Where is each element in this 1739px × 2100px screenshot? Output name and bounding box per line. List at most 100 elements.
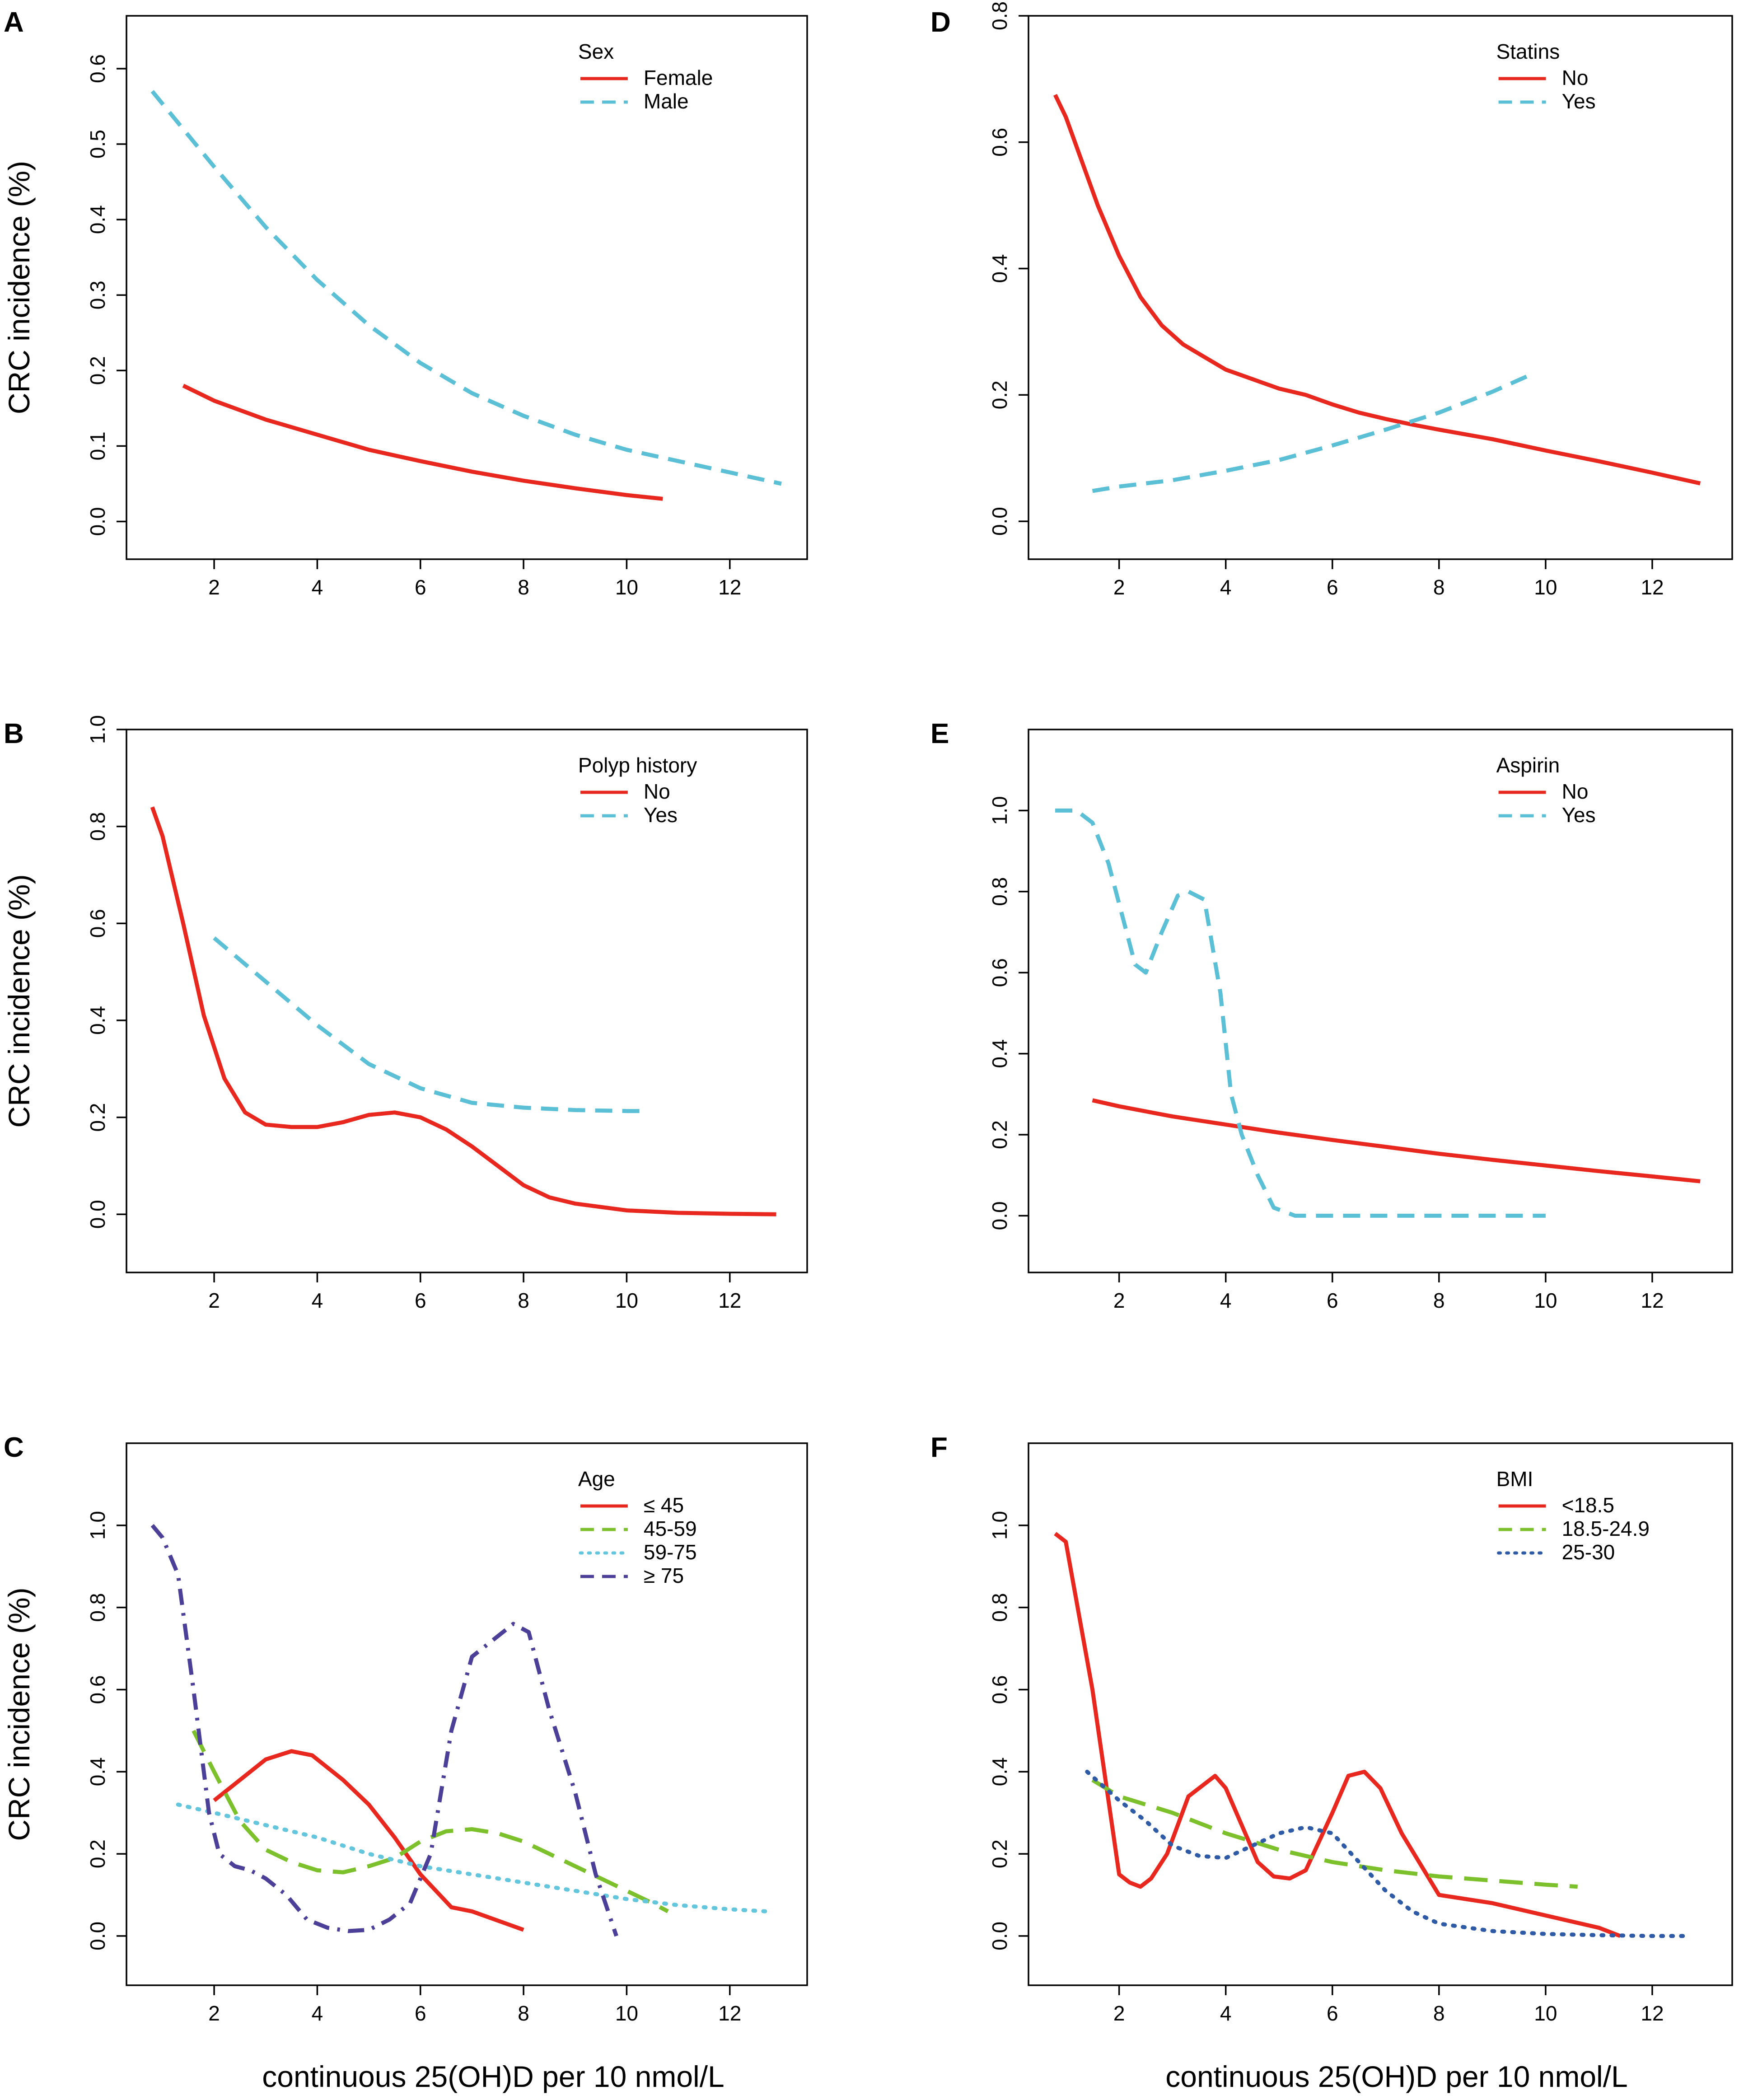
series-line	[150, 806, 776, 1216]
series-line	[150, 90, 782, 486]
legend-label: Female	[644, 66, 713, 89]
legend-label: No	[644, 780, 670, 803]
legend-label: 45-59	[644, 1517, 697, 1540]
x-tick-label: 8	[518, 2002, 529, 2025]
x-tick-label: 10	[1534, 2002, 1557, 2025]
legend-label: Male	[644, 89, 689, 113]
y-tick-label: 0.8	[988, 1, 1011, 30]
series-line	[1055, 808, 1546, 1218]
y-tick-label: 0.8	[988, 877, 1011, 906]
y-tick-label: 0.4	[86, 205, 109, 234]
x-tick-label: 6	[415, 1289, 426, 1312]
legend-title: Age	[578, 1467, 615, 1491]
x-tick-label: 6	[415, 2002, 426, 2025]
panel-letter: D	[930, 7, 951, 38]
x-tick-label: 4	[312, 1289, 323, 1312]
x-tick-label: 12	[718, 575, 741, 599]
x-tick-label: 6	[1327, 575, 1338, 599]
y-tick-label: 1.0	[988, 1511, 1011, 1540]
panel-c: C 2 4 6 8 10 12 0.0 0.2 0.4 0.6 0.8 1.0 CRC incidence…	[2, 1432, 808, 2025]
x-tick-label: 2	[1113, 1289, 1125, 1312]
y-tick-label: 0.4	[86, 1006, 109, 1035]
y-tick-label: 0.0	[988, 507, 1011, 536]
x-tick-label: 4	[312, 575, 323, 599]
y-tick-label: 0.6	[86, 909, 109, 938]
y-tick-label: 0.2	[86, 1839, 109, 1868]
plot-frame	[126, 15, 808, 560]
panel-letter: F	[930, 1432, 948, 1463]
y-tick-label: 0.0	[86, 1200, 109, 1229]
x-tick-label: 8	[1433, 575, 1445, 599]
y-tick-label: 0.4	[988, 254, 1011, 283]
series-line	[182, 384, 663, 501]
x-tick-label: 4	[1220, 1289, 1232, 1312]
legend-label: <18.5	[1562, 1493, 1614, 1517]
legend-label: Yes	[1562, 89, 1596, 113]
legend-label: Yes	[644, 803, 678, 827]
x-tick-label: 2	[1113, 575, 1125, 599]
legend-label: ≤ 45	[644, 1493, 684, 1517]
x-tick-label: 10	[615, 1289, 638, 1312]
plot-frame	[126, 1442, 808, 1986]
x-axis-label-left: continuous 25(OH)D per 10 nmol/L	[262, 2060, 725, 2093]
series-line	[150, 1524, 618, 1937]
y-tick-label: 0.2	[988, 1120, 1011, 1149]
y-tick-label: 0.0	[86, 1922, 109, 1950]
y-tick-label: 0.3	[86, 281, 109, 309]
legend-label: 18.5-24.9	[1562, 1517, 1650, 1540]
y-tick-label: 1.0	[988, 796, 1011, 825]
x-tick-label: 10	[615, 2002, 638, 2025]
y-axis-label: CRC incidence (%)	[2, 161, 36, 414]
legend-label: No	[1562, 66, 1589, 89]
legend-label: 59-75	[644, 1540, 697, 1564]
y-tick-label: 0.4	[988, 1039, 1011, 1068]
x-tick-label: 10	[615, 575, 638, 599]
x-tick-label: 10	[1534, 1289, 1557, 1312]
legend-title: BMI	[1496, 1467, 1533, 1491]
x-tick-label: 8	[518, 575, 529, 599]
y-tick-label: 0.1	[86, 431, 109, 460]
panel-a: A 2 4 6 8 10 12 0.0 0.1 0.2 0.3 0.4 0.5 0.6 CRC incide…	[2, 7, 808, 599]
x-tick-label: 12	[718, 2002, 741, 2025]
plot-frame	[1028, 1442, 1733, 1986]
legend-label: 25-30	[1562, 1540, 1615, 1564]
x-tick-label: 2	[208, 1289, 220, 1312]
legend-label: ≥ 75	[644, 1564, 684, 1587]
series-line	[1092, 371, 1536, 493]
panel-letter: A	[4, 7, 24, 38]
y-tick-label: 0.6	[86, 54, 109, 83]
legend-label: Yes	[1562, 803, 1596, 827]
y-tick-label: 0.2	[86, 1103, 109, 1132]
series-line	[213, 1749, 524, 1932]
x-tick-label: 4	[1220, 575, 1232, 599]
series-line	[1085, 1769, 1687, 1938]
y-tick-label: 0.6	[988, 1675, 1011, 1704]
y-tick-label: 0.8	[86, 812, 109, 841]
panel-letter: C	[4, 1432, 24, 1463]
series-line	[1092, 1098, 1701, 1183]
y-tick-label: 0.0	[988, 1201, 1011, 1230]
series-line	[176, 1802, 768, 1913]
panel-f: F 2 4 6 8 10 12 0.0 0.2 0.4 0.6 0.8 1.0 BMI <18.518.5-…	[930, 1432, 1733, 2025]
plot-frame	[1028, 729, 1733, 1273]
y-tick-label: 0.6	[988, 958, 1011, 987]
x-tick-label: 2	[208, 2002, 220, 2025]
x-tick-label: 6	[1327, 2002, 1338, 2025]
y-tick-label: 0.0	[86, 507, 109, 536]
panel-b: B 2 4 6 8 10 12 0.0 0.2 0.4 0.6 0.8 1.0 CRC incidence…	[2, 715, 808, 1312]
y-tick-label: 0.2	[988, 380, 1011, 409]
y-tick-label: 0.8	[86, 1593, 109, 1622]
x-tick-label: 12	[1641, 2002, 1664, 2025]
legend-label: No	[1562, 780, 1589, 803]
y-tick-label: 0.4	[86, 1757, 109, 1786]
x-tick-label: 4	[1220, 2002, 1232, 2025]
y-tick-label: 1.0	[86, 715, 109, 744]
series-line	[1053, 94, 1701, 486]
x-tick-label: 4	[312, 2002, 323, 2025]
y-tick-label: 0.6	[86, 1675, 109, 1704]
y-axis-label: CRC incidence (%)	[2, 1587, 36, 1841]
plot-frame	[126, 729, 808, 1273]
x-tick-label: 10	[1534, 575, 1557, 599]
